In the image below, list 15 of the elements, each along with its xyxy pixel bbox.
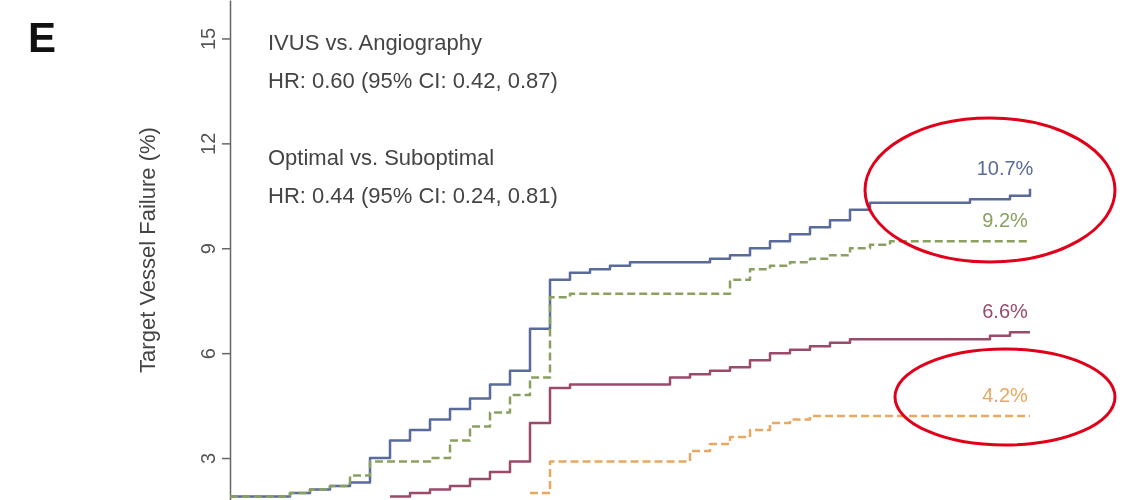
y-tick-label: 3 — [197, 452, 219, 465]
y-tick-label: 15 — [197, 27, 219, 51]
annotation: Optimal vs. Suboptimal — [268, 145, 495, 170]
data-label: 9.2% — [982, 209, 1029, 232]
text: E — [28, 14, 57, 61]
annotation: IVUS vs. Angiography — [268, 30, 483, 55]
data-label: 4.2% — [982, 384, 1029, 407]
data-label: 6.6% — [982, 300, 1029, 323]
annotation: HR: 0.44 (95% CI: 0.24, 0.81) — [268, 183, 558, 208]
y-tick-label: 9 — [197, 243, 219, 255]
y-tick-label: 12 — [197, 132, 219, 155]
annotation: HR: 0.60 (95% CI: 0.42, 0.87) — [268, 68, 558, 93]
y-tick-label: 6 — [197, 348, 219, 360]
data-label: 10.7% — [976, 156, 1034, 179]
y-axis-title: Target Vessel Failure (%) — [135, 127, 160, 373]
